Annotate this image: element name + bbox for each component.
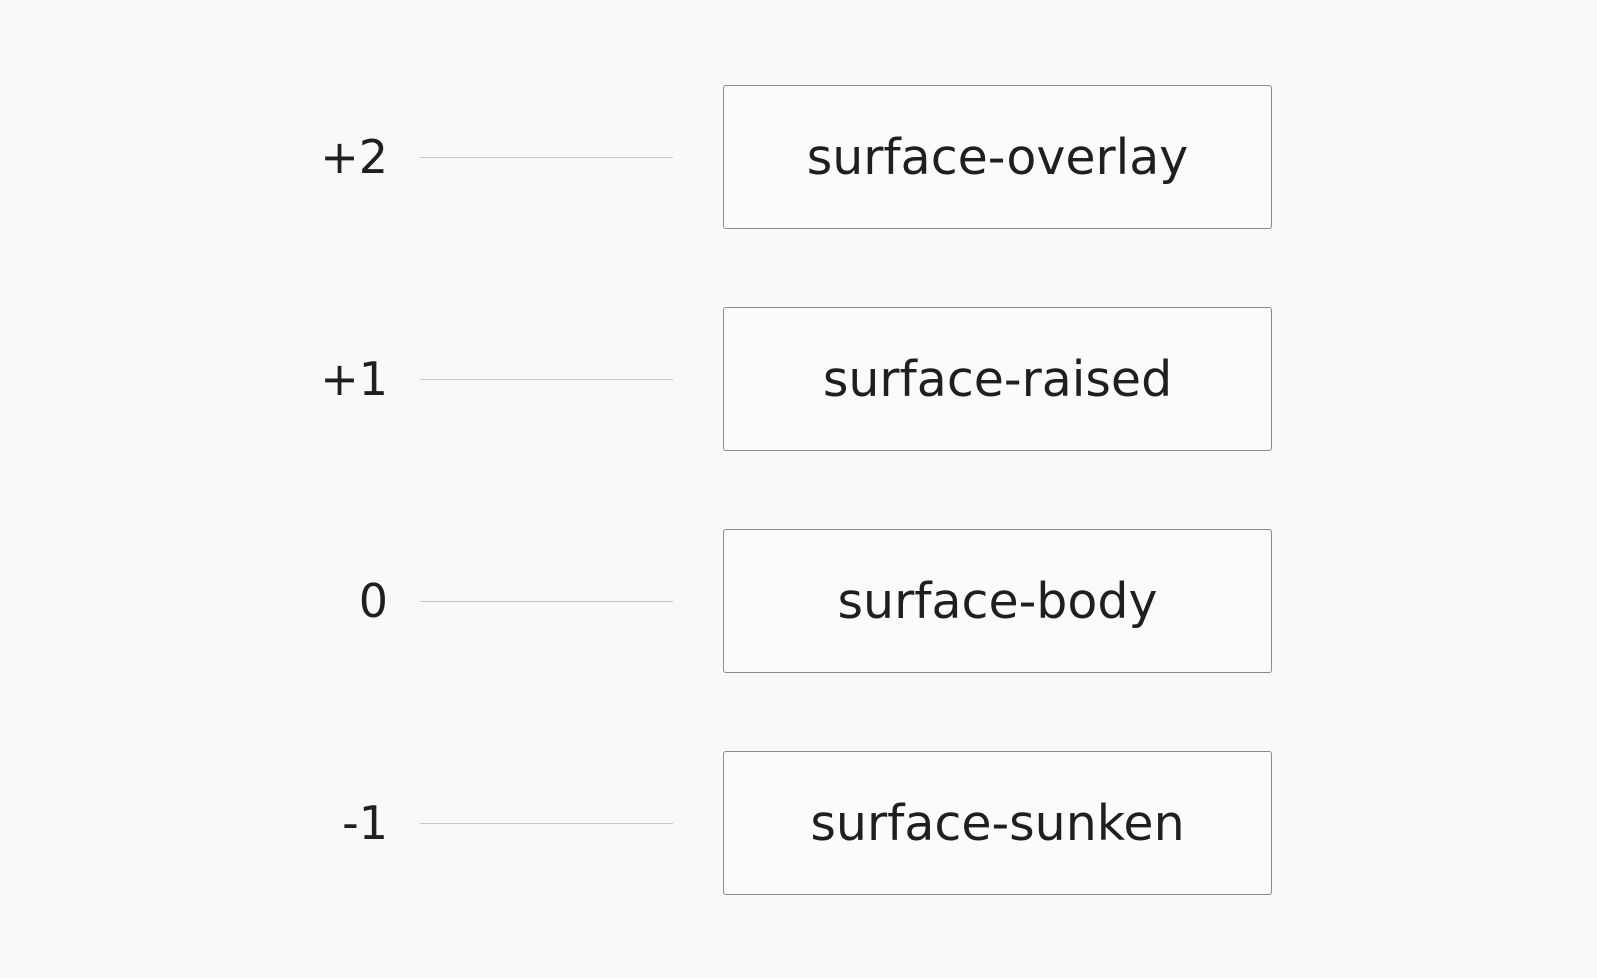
level-label: 0 <box>358 574 388 628</box>
connector-line <box>420 379 673 380</box>
level-label: +2 <box>320 130 388 184</box>
level-row-raised: +1 surface-raised <box>0 307 1597 451</box>
surface-box: surface-overlay <box>723 85 1272 229</box>
level-row-body: 0 surface-body <box>0 529 1597 673</box>
surface-box: surface-raised <box>723 307 1272 451</box>
level-label: -1 <box>342 796 388 850</box>
connector-line <box>420 823 673 824</box>
level-row-overlay: +2 surface-overlay <box>0 85 1597 229</box>
level-row-sunken: -1 surface-sunken <box>0 751 1597 895</box>
connector-line <box>420 157 673 158</box>
surface-box: surface-sunken <box>723 751 1272 895</box>
level-label: +1 <box>320 352 388 406</box>
connector-line <box>420 601 673 602</box>
surface-box: surface-body <box>723 529 1272 673</box>
